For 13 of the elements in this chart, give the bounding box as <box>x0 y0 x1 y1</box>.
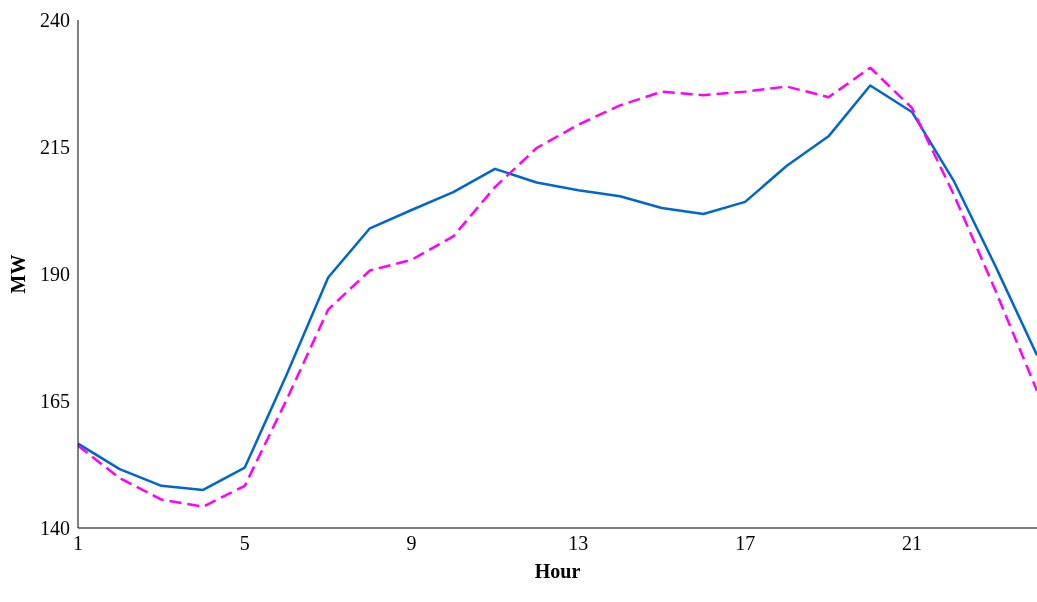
x-tick-label: 9 <box>406 532 417 555</box>
x-tick-label: 21 <box>901 532 922 555</box>
y-tick-label: 215 <box>40 136 70 159</box>
x-tick-label: 1 <box>73 532 83 555</box>
y-tick-label: 140 <box>40 517 70 540</box>
y-tick-label: 165 <box>40 390 70 413</box>
x-tick-label: 17 <box>735 532 756 555</box>
y-tick-label: 240 <box>40 9 70 32</box>
x-tick-label: 5 <box>239 532 250 555</box>
x-tick-label: 13 <box>568 532 589 555</box>
y-axis-title: MW <box>7 254 30 294</box>
y-tick-label: 190 <box>40 263 70 286</box>
x-axis-title: Hour <box>534 560 581 582</box>
